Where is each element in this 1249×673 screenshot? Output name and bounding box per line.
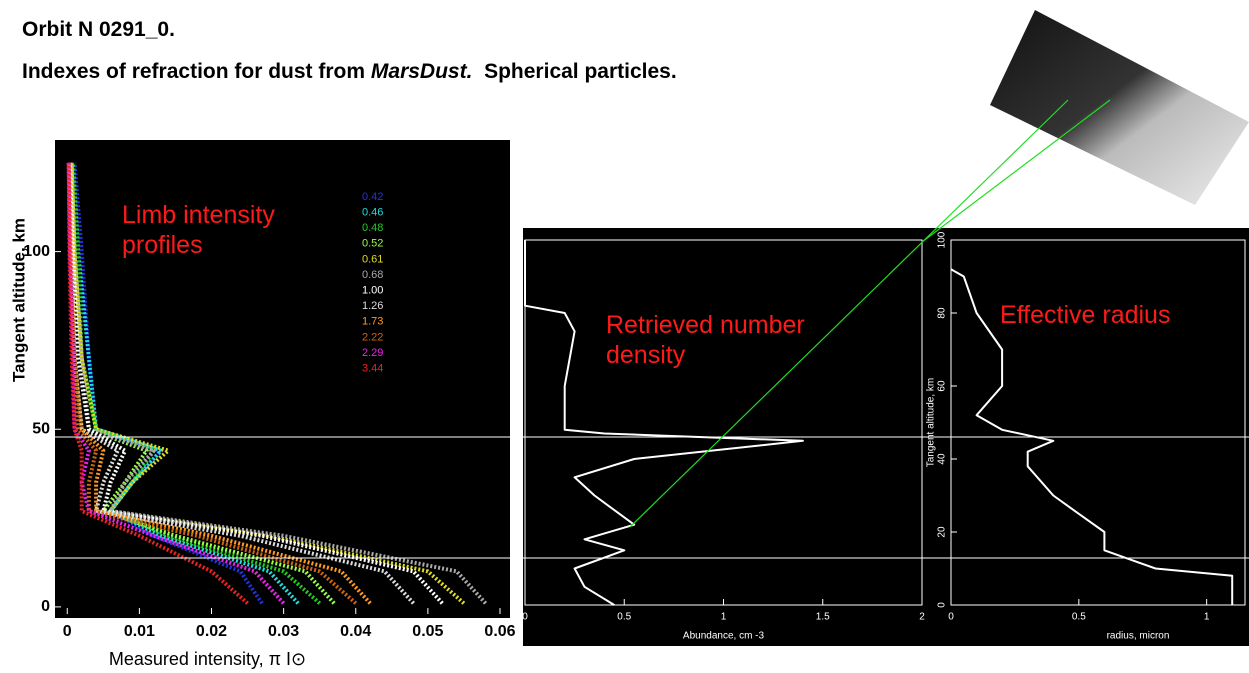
y-tick-label: 100 [937,231,948,248]
arrow [629,99,1069,528]
x-tick-label: 0 [63,623,72,640]
legend-label: 0.46 [362,207,383,219]
x-tick-label: 1.5 [816,612,830,623]
profile-line [69,162,466,605]
y-axis-label: Tangent altitude, km [9,218,28,382]
x-tick-label: 0 [522,612,528,623]
annotation: Effective radius [1000,301,1171,329]
x-axis-label: Measured intensity, π I⊙ [109,649,306,669]
profile-line [66,162,358,605]
legend-label: 1.73 [362,316,383,328]
profile-line [68,162,444,605]
x-tick-label: 0.5 [1072,612,1086,623]
legend-label: 0.42 [362,191,383,203]
legend-label: 0.68 [362,269,383,281]
limb-image [990,10,1249,205]
annotation: Limb intensity profiles [122,201,275,259]
profile-line [68,162,488,605]
x-tick-label: 0 [948,612,954,623]
x-tick-label: 0.03 [268,623,299,640]
legend-label: 0.48 [362,222,383,234]
annotation: Retrieved number density [606,311,805,369]
profile-line [66,162,286,605]
profile-line [67,162,372,605]
x-axis-label: Abundance, cm -3 [683,631,765,642]
y-tick-label: 20 [937,526,948,538]
y-tick-label: 50 [32,420,50,437]
x-tick-label: 0.5 [617,612,631,623]
profile-line [69,162,336,605]
y-tick-label: 0 [937,602,948,608]
subtitle-part: Spherical particles. [472,60,677,83]
subtitle: Indexes of refraction for dust from Mars… [22,60,677,84]
x-axis-label: radius, micron [1107,631,1170,642]
subtitle-part: MarsDust. [370,60,473,83]
y-axis-label: Tangent altitude, km [926,378,937,468]
plot-frame [950,239,1246,606]
arrow [921,99,1111,243]
x-tick-label: 1 [1204,612,1210,623]
profile-line [950,268,1234,605]
legend-label: 0.52 [362,238,383,250]
subtitle-part: Indexes of refraction for dust from [22,60,371,83]
y-tick-label: 60 [937,380,948,392]
title: Orbit N 0291_0. [22,18,175,41]
profile-line [71,162,300,605]
y-tick-label: 100 [23,243,50,260]
profile-line [66,162,249,605]
y-tick-label: 80 [937,307,948,319]
legend-label: 2.29 [362,347,383,359]
legend-label: 1.00 [362,285,383,297]
x-tick-label: 0.02 [196,623,227,640]
legend-label: 0.61 [362,253,383,265]
legend-label: 2.22 [362,331,383,343]
x-tick-label: 0.04 [340,623,371,640]
legend-label: 3.44 [362,363,383,375]
x-tick-label: 0.06 [484,623,515,640]
x-tick-label: 2 [919,612,925,623]
y-tick-label: 40 [937,453,948,465]
legend-label: 1.26 [362,300,383,312]
x-tick-label: 0.05 [412,623,443,640]
y-tick-label: 0 [41,598,50,615]
profile-line [524,240,804,606]
x-tick-label: 0.01 [124,623,155,640]
x-tick-label: 1 [721,612,727,623]
